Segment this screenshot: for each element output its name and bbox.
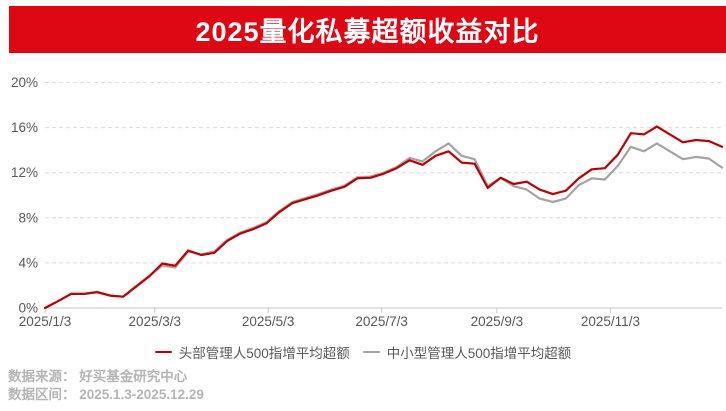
chart-legend: 头部管理人500指增平均超额 中小型管理人500指增平均超额 bbox=[0, 343, 726, 361]
page-title: 2025量化私募超额收益对比 bbox=[195, 17, 540, 47]
y-axis-label-8pct: 8% bbox=[18, 210, 38, 225]
axis-labels-layer: 0% 4% 8% 12% 16% 20% 2025/1/3 2025/3/3 2025/5/3 2… bbox=[11, 75, 640, 329]
x-axis-label: 2025/11/3 bbox=[581, 314, 640, 329]
x-axis-label: 2025/3/3 bbox=[128, 314, 181, 329]
x-axis-label: 2025/1/3 bbox=[19, 314, 72, 329]
legend-item-small-mid-managers: 中小型管理人500指增平均超额 bbox=[362, 342, 572, 362]
y-axis-label-4pct: 4% bbox=[18, 255, 38, 270]
data-range-note: 数据区间： 2025.1.3-2025.12.29 bbox=[8, 386, 204, 402]
y-axis-label-0pct: 0% bbox=[18, 301, 38, 316]
red-line-swatch-icon bbox=[154, 350, 172, 354]
data-source-note: 数据来源： 好买基金研究中心 bbox=[8, 369, 188, 384]
x-axis-label: 2025/7/3 bbox=[355, 314, 408, 329]
y-axis-label-16pct: 16% bbox=[11, 120, 38, 135]
y-axis-label-20pct: 20% bbox=[11, 75, 38, 90]
series-layer bbox=[43, 125, 724, 310]
legend-item-head-managers: 头部管理人500指增平均超额 bbox=[154, 342, 350, 362]
y-axis-label-12pct: 12% bbox=[11, 165, 38, 180]
title-banner: 2025量化私募超额收益对比 bbox=[9, 6, 726, 53]
legend-label-small-mid-managers: 中小型管理人500指增平均超额 bbox=[386, 346, 572, 361]
x-axis-label: 2025/5/3 bbox=[242, 314, 295, 329]
gray-line-swatch-icon bbox=[362, 350, 380, 354]
axes-layer bbox=[44, 307, 722, 313]
series-line-small-mid-managers-500-excess bbox=[43, 142, 724, 310]
series-line-head-managers-500-excess bbox=[43, 125, 724, 310]
footer-notes: 数据来源： 好买基金研究中心 数据区间： 2025.1.3-2025.12.29 bbox=[8, 368, 204, 403]
legend-label-head-managers: 头部管理人500指增平均超额 bbox=[178, 346, 350, 361]
x-axis-label: 2025/9/3 bbox=[471, 314, 524, 329]
